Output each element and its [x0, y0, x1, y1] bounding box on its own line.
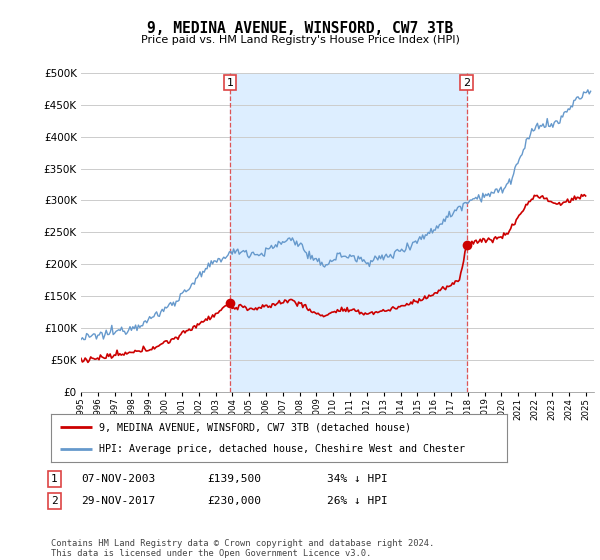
Text: 07-NOV-2003: 07-NOV-2003 — [81, 474, 155, 484]
Text: £139,500: £139,500 — [207, 474, 261, 484]
Text: 9, MEDINA AVENUE, WINSFORD, CW7 3TB: 9, MEDINA AVENUE, WINSFORD, CW7 3TB — [147, 21, 453, 36]
Text: 9, MEDINA AVENUE, WINSFORD, CW7 3TB (detached house): 9, MEDINA AVENUE, WINSFORD, CW7 3TB (det… — [99, 422, 411, 432]
Text: Contains HM Land Registry data © Crown copyright and database right 2024.
This d: Contains HM Land Registry data © Crown c… — [51, 539, 434, 558]
Text: 1: 1 — [51, 474, 58, 484]
Text: 2: 2 — [51, 496, 58, 506]
Text: Price paid vs. HM Land Registry's House Price Index (HPI): Price paid vs. HM Land Registry's House … — [140, 35, 460, 45]
Text: £230,000: £230,000 — [207, 496, 261, 506]
Text: 2: 2 — [463, 78, 470, 87]
Bar — [230, 73, 467, 392]
Text: 29-NOV-2017: 29-NOV-2017 — [81, 496, 155, 506]
Text: 34% ↓ HPI: 34% ↓ HPI — [327, 474, 388, 484]
Text: 1: 1 — [226, 78, 233, 87]
Text: 26% ↓ HPI: 26% ↓ HPI — [327, 496, 388, 506]
Text: HPI: Average price, detached house, Cheshire West and Chester: HPI: Average price, detached house, Ches… — [99, 444, 465, 454]
